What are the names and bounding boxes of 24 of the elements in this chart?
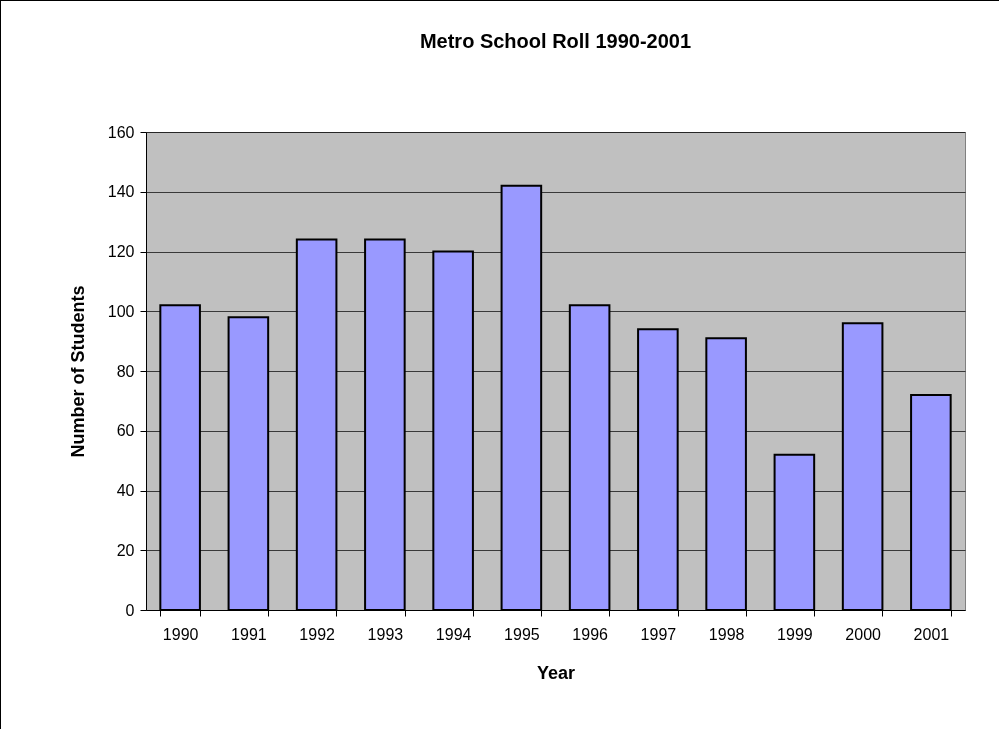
- x-tick-label: 1997: [640, 625, 677, 643]
- y-tick-label: 120: [107, 243, 135, 260]
- y-tick-label: 160: [107, 123, 135, 141]
- x-tick-label: 1996: [572, 625, 609, 643]
- x-tick-label: 2001: [913, 625, 950, 643]
- y-tick-label: 100: [107, 302, 135, 320]
- x-tick-label: 1993: [367, 625, 404, 643]
- x-tick-label: 1990: [162, 625, 199, 643]
- x-axis-title: Year: [536, 662, 576, 683]
- y-tick-label: 80: [116, 362, 135, 380]
- x-tick-label: 1991: [231, 625, 267, 643]
- x-tick-label: 2000: [845, 625, 882, 643]
- x-tick-label: 1994: [435, 625, 472, 643]
- x-tick-label: 1995: [504, 625, 540, 643]
- y-axis-title: Number of Students: [67, 285, 88, 458]
- chart-title: Metro School Roll 1990-2001: [419, 30, 692, 52]
- x-tick-label: 1999: [777, 625, 813, 643]
- x-tick-label: 1998: [708, 625, 745, 643]
- y-tick-label: 140: [107, 183, 135, 201]
- y-tick-label: 20: [116, 541, 135, 559]
- y-tick-label: 40: [116, 482, 135, 499]
- x-tick-label: 1992: [299, 625, 336, 643]
- y-tick-label: 0: [125, 601, 135, 619]
- y-tick-label: 60: [116, 422, 135, 440]
